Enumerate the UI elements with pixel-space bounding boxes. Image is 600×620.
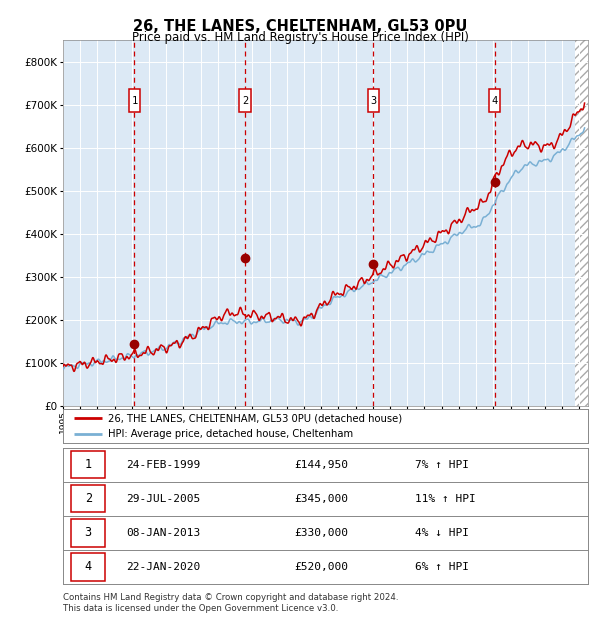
Text: 2: 2 <box>242 95 248 105</box>
Text: 29-JUL-2005: 29-JUL-2005 <box>126 494 200 504</box>
Text: 3: 3 <box>85 526 92 539</box>
Text: 1: 1 <box>131 95 137 105</box>
Text: 4: 4 <box>491 95 497 105</box>
Text: 6% ↑ HPI: 6% ↑ HPI <box>415 562 469 572</box>
Text: 11% ↑ HPI: 11% ↑ HPI <box>415 494 476 504</box>
Text: 22-JAN-2020: 22-JAN-2020 <box>126 562 200 572</box>
FancyBboxPatch shape <box>71 485 105 512</box>
Text: £144,950: £144,950 <box>294 459 348 470</box>
Text: 7% ↑ HPI: 7% ↑ HPI <box>415 459 469 470</box>
Text: 3: 3 <box>370 95 376 105</box>
FancyBboxPatch shape <box>71 519 105 547</box>
Text: Price paid vs. HM Land Registry's House Price Index (HPI): Price paid vs. HM Land Registry's House … <box>131 31 469 44</box>
Bar <box>575 40 588 406</box>
Text: HPI: Average price, detached house, Cheltenham: HPI: Average price, detached house, Chel… <box>107 429 353 439</box>
FancyBboxPatch shape <box>239 89 251 112</box>
Text: 08-JAN-2013: 08-JAN-2013 <box>126 528 200 538</box>
Text: 2: 2 <box>85 492 92 505</box>
FancyBboxPatch shape <box>71 451 105 479</box>
Text: 4% ↓ HPI: 4% ↓ HPI <box>415 528 469 538</box>
Text: 26, THE LANES, CHELTENHAM, GL53 0PU: 26, THE LANES, CHELTENHAM, GL53 0PU <box>133 19 467 33</box>
FancyBboxPatch shape <box>489 89 500 112</box>
Text: £520,000: £520,000 <box>294 562 348 572</box>
FancyBboxPatch shape <box>71 553 105 580</box>
Text: Contains HM Land Registry data © Crown copyright and database right 2024.
This d: Contains HM Land Registry data © Crown c… <box>63 593 398 613</box>
Text: 24-FEB-1999: 24-FEB-1999 <box>126 459 200 470</box>
FancyBboxPatch shape <box>129 89 140 112</box>
Text: £330,000: £330,000 <box>294 528 348 538</box>
Text: 1: 1 <box>85 458 92 471</box>
Text: £345,000: £345,000 <box>294 494 348 504</box>
Text: 26, THE LANES, CHELTENHAM, GL53 0PU (detached house): 26, THE LANES, CHELTENHAM, GL53 0PU (det… <box>107 414 402 423</box>
FancyBboxPatch shape <box>368 89 379 112</box>
Text: 4: 4 <box>85 560 92 574</box>
